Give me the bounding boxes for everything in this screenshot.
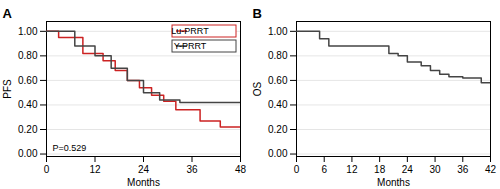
svg-text:0.00: 0.00 <box>268 148 288 159</box>
svg-text:0.00: 0.00 <box>18 148 38 159</box>
svg-text:Y-PRRT: Y-PRRT <box>174 41 207 51</box>
svg-text:36: 36 <box>457 164 469 175</box>
svg-text:1.00: 1.00 <box>268 26 288 37</box>
svg-text:P=0.529: P=0.529 <box>53 143 87 153</box>
svg-text:48: 48 <box>235 164 247 175</box>
svg-text:30: 30 <box>430 164 442 175</box>
svg-text:OS: OS <box>252 81 263 96</box>
svg-text:0.20: 0.20 <box>18 124 38 135</box>
svg-text:A: A <box>3 6 13 21</box>
svg-text:12: 12 <box>89 164 101 175</box>
svg-text:0.80: 0.80 <box>268 50 288 61</box>
svg-text:18: 18 <box>374 164 386 175</box>
svg-text:6: 6 <box>321 164 327 175</box>
svg-text:0: 0 <box>44 164 50 175</box>
svg-text:Months: Months <box>127 177 160 188</box>
svg-text:0.60: 0.60 <box>18 75 38 86</box>
svg-text:0.40: 0.40 <box>18 99 38 110</box>
svg-text:42: 42 <box>485 164 497 175</box>
svg-text:0.40: 0.40 <box>268 99 288 110</box>
svg-text:1.00: 1.00 <box>18 26 38 37</box>
svg-text:0.60: 0.60 <box>268 75 288 86</box>
svg-text:24: 24 <box>138 164 150 175</box>
svg-text:Months: Months <box>377 177 410 188</box>
svg-text:0.80: 0.80 <box>18 50 38 61</box>
svg-text:0: 0 <box>294 164 300 175</box>
svg-text:0.20: 0.20 <box>268 124 288 135</box>
svg-text:PFS: PFS <box>2 79 13 99</box>
svg-text:B: B <box>253 6 262 21</box>
svg-text:12: 12 <box>346 164 358 175</box>
svg-text:36: 36 <box>186 164 198 175</box>
svg-text:Lu-PRRT: Lu-PRRT <box>171 26 209 36</box>
svg-text:24: 24 <box>402 164 414 175</box>
